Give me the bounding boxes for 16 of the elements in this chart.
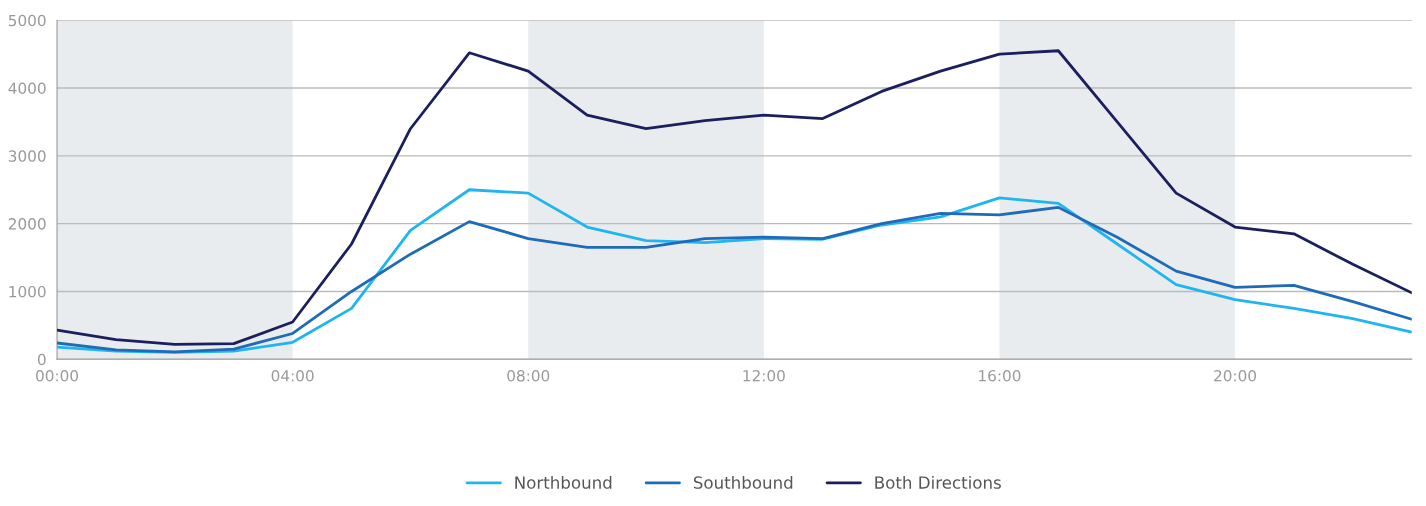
y-tick-label: 0 — [37, 353, 46, 366]
x-tick-label: 00:00 — [36, 369, 79, 382]
x-tick-label: 08:00 — [507, 369, 550, 382]
y-tick-label: 4000 — [8, 82, 46, 95]
line-series — [57, 49, 1412, 346]
y-tick-label: 5000 — [8, 14, 46, 27]
x-tick-label: 20:00 — [1214, 369, 1257, 382]
x-tick-label: 12:00 — [743, 369, 785, 382]
legend-label: Both Directions — [875, 475, 1001, 489]
x-tick-label: 16:00 — [979, 369, 1021, 382]
y-tick-label: 2000 — [8, 218, 46, 230]
legend-label: Northbound — [515, 475, 612, 489]
y-tick-label: 3000 — [8, 150, 46, 162]
y-tick-label: 1000 — [9, 285, 46, 298]
x-tick-label: 04:00 — [271, 369, 314, 382]
legend-label: Southbound — [693, 475, 793, 489]
